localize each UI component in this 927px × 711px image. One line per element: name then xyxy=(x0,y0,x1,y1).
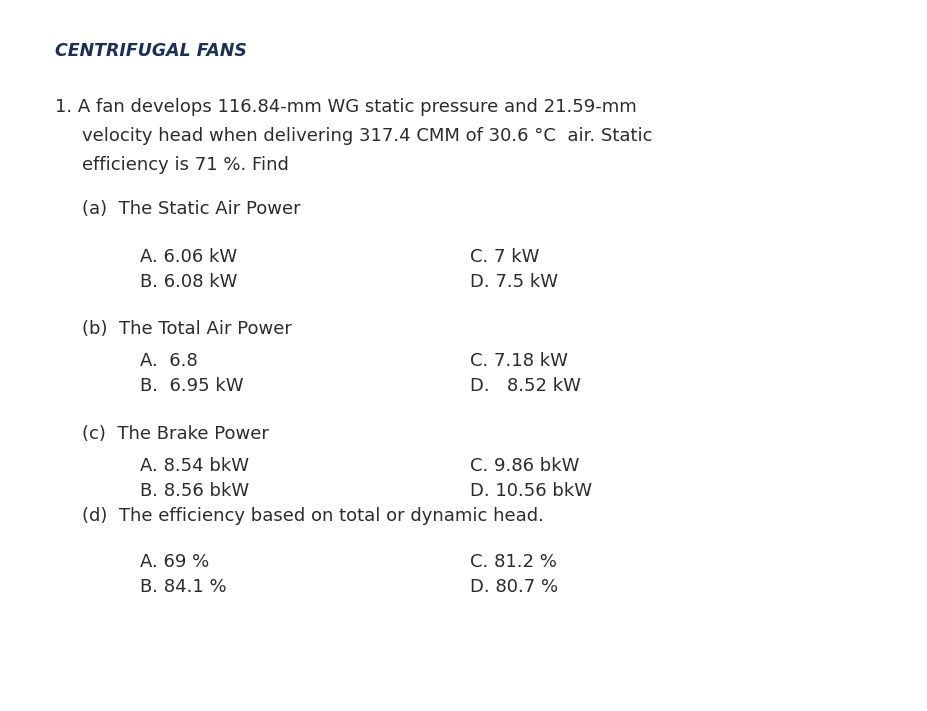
Text: 1. A fan develops 116.84-mm WG static pressure and 21.59-mm: 1. A fan develops 116.84-mm WG static pr… xyxy=(55,98,636,116)
Text: C. 7 kW: C. 7 kW xyxy=(469,248,539,266)
Text: C. 9.86 bkW: C. 9.86 bkW xyxy=(469,457,578,475)
Text: D. 10.56 bkW: D. 10.56 bkW xyxy=(469,482,591,500)
Text: B. 84.1 %: B. 84.1 % xyxy=(140,578,226,596)
Text: A. 69 %: A. 69 % xyxy=(140,553,209,571)
Text: A.  6.8: A. 6.8 xyxy=(140,352,197,370)
Text: B. 8.56 bkW: B. 8.56 bkW xyxy=(140,482,248,500)
Text: (c)  The Brake Power: (c) The Brake Power xyxy=(82,425,269,443)
Text: (d)  The efficiency based on total or dynamic head.: (d) The efficiency based on total or dyn… xyxy=(82,507,543,525)
Text: A. 8.54 bkW: A. 8.54 bkW xyxy=(140,457,248,475)
Text: C. 81.2 %: C. 81.2 % xyxy=(469,553,556,571)
Text: D. 7.5 kW: D. 7.5 kW xyxy=(469,273,557,291)
Text: CENTRIFUGAL FANS: CENTRIFUGAL FANS xyxy=(55,42,247,60)
Text: (b)  The Total Air Power: (b) The Total Air Power xyxy=(82,320,292,338)
Text: (a)  The Static Air Power: (a) The Static Air Power xyxy=(82,200,300,218)
Text: D.   8.52 kW: D. 8.52 kW xyxy=(469,377,580,395)
Text: B. 6.08 kW: B. 6.08 kW xyxy=(140,273,237,291)
Text: C. 7.18 kW: C. 7.18 kW xyxy=(469,352,567,370)
Text: efficiency is 71 %. Find: efficiency is 71 %. Find xyxy=(82,156,288,174)
Text: B.  6.95 kW: B. 6.95 kW xyxy=(140,377,243,395)
Text: D. 80.7 %: D. 80.7 % xyxy=(469,578,557,596)
Text: A. 6.06 kW: A. 6.06 kW xyxy=(140,248,237,266)
Text: velocity head when delivering 317.4 CMM of 30.6 °C  air. Static: velocity head when delivering 317.4 CMM … xyxy=(82,127,652,145)
